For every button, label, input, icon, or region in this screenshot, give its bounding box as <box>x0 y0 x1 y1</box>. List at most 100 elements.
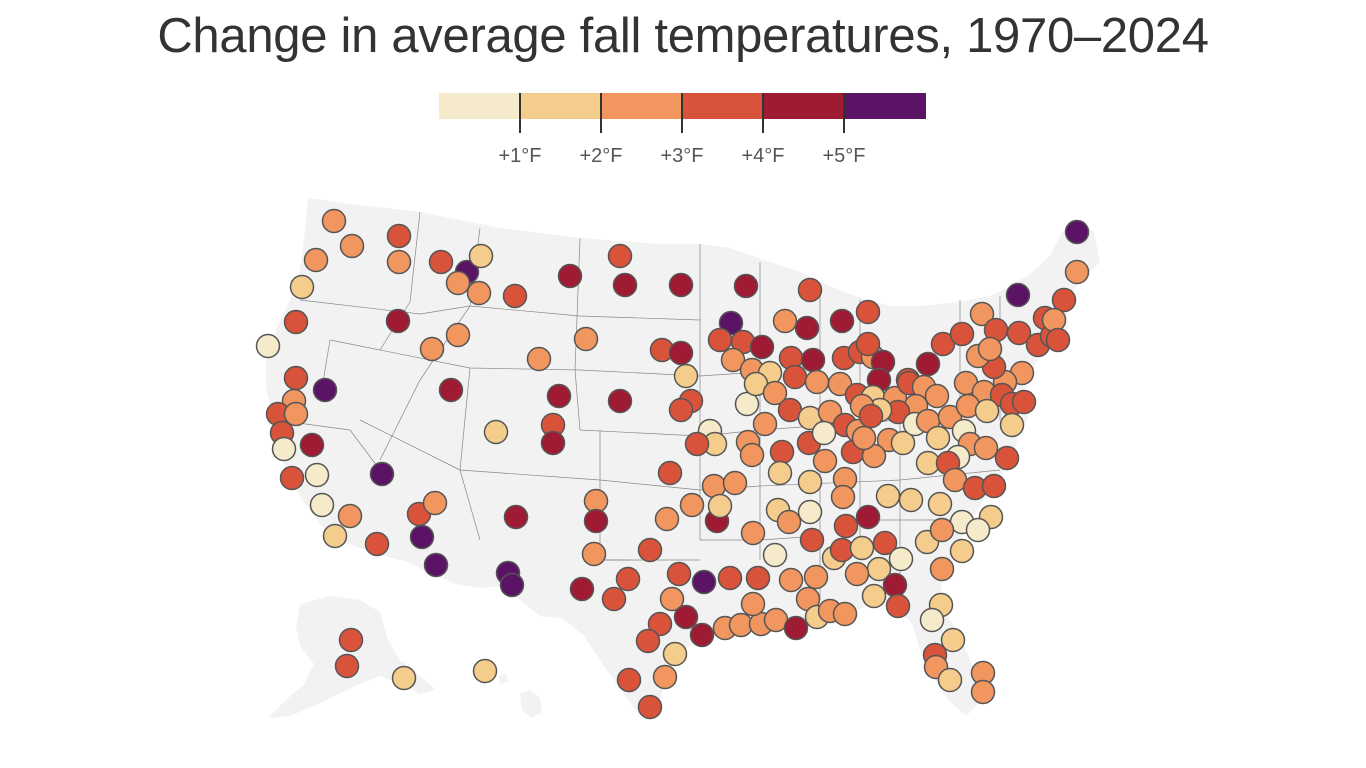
station-marker <box>832 601 858 627</box>
station-marker <box>981 473 1007 499</box>
station-marker <box>855 331 881 357</box>
legend-swatch <box>601 93 683 119</box>
station-marker <box>949 321 975 347</box>
station-marker <box>858 403 884 429</box>
station-marker <box>540 430 566 456</box>
station-marker <box>391 665 417 691</box>
station-marker <box>445 270 471 296</box>
station-marker <box>409 524 435 550</box>
station-marker <box>607 243 633 269</box>
station-marker <box>722 470 748 496</box>
station-marker <box>468 243 494 269</box>
station-marker <box>337 503 363 529</box>
station-marker <box>601 586 627 612</box>
station-marker <box>937 667 963 693</box>
legend-swatch <box>520 93 602 119</box>
station-marker <box>322 523 348 549</box>
station-marker <box>915 351 941 377</box>
station-marker <box>783 615 809 641</box>
station-marker <box>369 461 395 487</box>
chart-title: Change in average fall temperatures, 197… <box>157 9 1209 63</box>
station-marker <box>830 484 856 510</box>
station-marker <box>797 277 823 303</box>
station-marker <box>546 383 572 409</box>
station-marker <box>740 591 766 617</box>
station-marker <box>855 299 881 325</box>
station-marker <box>283 365 309 391</box>
station-marker <box>851 425 877 451</box>
legend-swatch <box>439 93 521 119</box>
station-marker <box>557 263 583 289</box>
station-marker <box>969 301 995 327</box>
station-marker <box>762 542 788 568</box>
station-marker <box>637 537 663 563</box>
station-marker <box>673 604 699 630</box>
station-marker <box>929 556 955 582</box>
station-marker <box>583 508 609 534</box>
station-marker <box>668 397 694 423</box>
station-marker <box>1005 282 1031 308</box>
station-marker <box>615 566 641 592</box>
station-marker <box>861 583 887 609</box>
station-marker <box>875 483 901 509</box>
station-marker <box>734 391 760 417</box>
station-marker <box>927 491 953 517</box>
station-marker <box>1011 389 1037 415</box>
station-marker <box>855 504 881 530</box>
station-marker <box>483 419 509 445</box>
station-marker <box>526 346 552 372</box>
hawaii-island <box>498 674 508 684</box>
station-marker <box>949 538 975 564</box>
station-marker <box>707 493 733 519</box>
station-marker <box>668 340 694 366</box>
state-border-line <box>329 339 761 377</box>
station-marker <box>940 627 966 653</box>
station-marker <box>657 460 683 486</box>
station-marker <box>804 369 830 395</box>
station-marker <box>974 398 1000 424</box>
station-marker <box>386 249 412 275</box>
station-marker <box>616 667 642 693</box>
station-marker <box>662 641 688 667</box>
station-marker <box>772 308 798 334</box>
station-marker <box>304 462 330 488</box>
station-marker <box>849 535 875 561</box>
station-marker <box>799 527 825 553</box>
station-marker <box>312 377 338 403</box>
station-marker <box>1051 287 1077 313</box>
station-marker <box>684 431 710 457</box>
station-marker <box>612 272 638 298</box>
station-marker <box>872 530 898 556</box>
station-marker <box>1064 219 1090 245</box>
station-marker <box>970 679 996 705</box>
station-marker <box>573 326 599 352</box>
legend-tick-label: +4°F <box>741 145 785 167</box>
station-marker <box>707 327 733 353</box>
station-marker <box>679 492 705 518</box>
station-marker <box>885 593 911 619</box>
station-marker <box>279 465 305 491</box>
station-marker <box>321 208 347 234</box>
station-marker <box>659 586 685 612</box>
station-marker <box>581 541 607 567</box>
station-marker <box>739 442 765 468</box>
station-marker <box>827 371 853 397</box>
station-marker <box>1041 307 1067 333</box>
station-marker <box>829 308 855 334</box>
station-marker <box>428 249 454 275</box>
station-marker <box>673 363 699 389</box>
station-marker <box>385 308 411 334</box>
legend-swatch <box>763 93 845 119</box>
station-marker <box>339 233 365 259</box>
legend-tick <box>762 93 764 133</box>
station-marker <box>364 531 390 557</box>
station-marker <box>797 469 823 495</box>
station-marker <box>812 448 838 474</box>
state-border-line <box>379 211 421 351</box>
legend-tick-label: +1°F <box>498 145 542 167</box>
station-marker <box>654 506 680 532</box>
station-marker <box>882 572 908 598</box>
station-marker <box>499 572 525 598</box>
station-marker <box>666 561 692 587</box>
station-marker <box>255 333 281 359</box>
